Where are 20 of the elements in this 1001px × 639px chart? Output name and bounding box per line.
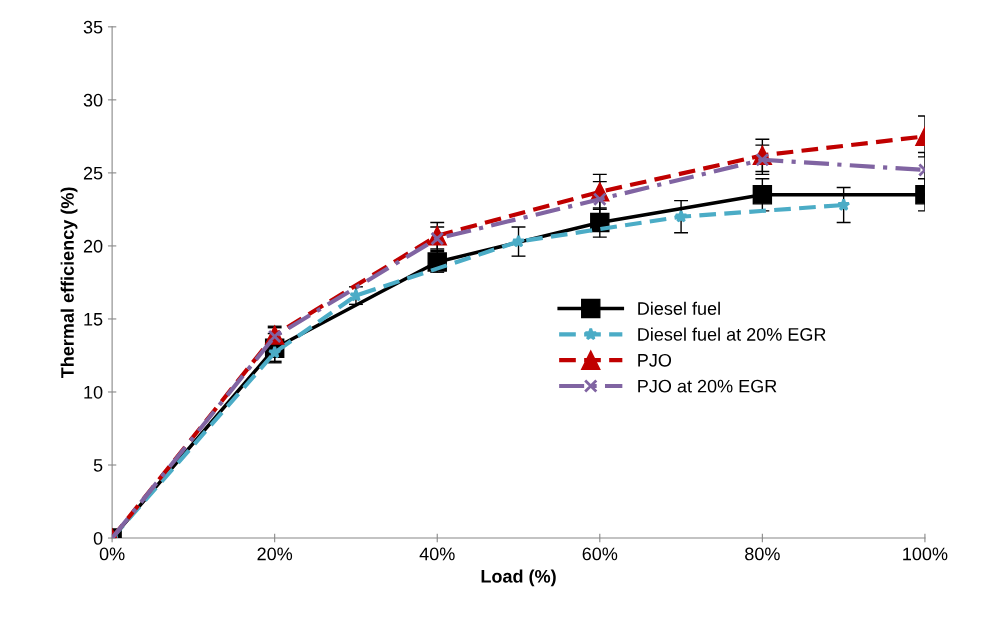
y-tick-label: 10 <box>84 385 103 399</box>
x-tick-label: 100% <box>903 547 948 561</box>
legend-label: PJO at 20% EGR <box>638 379 777 393</box>
y-tick-label: 25 <box>83 166 103 180</box>
y-tick-label: 35 <box>83 20 103 34</box>
x-axis-title: Load (%) <box>481 569 556 587</box>
legend-label: Diesel fuel at 20% EGR <box>638 327 826 341</box>
legend-label: PJO <box>638 353 672 367</box>
y-tick-label: 0 <box>93 531 103 545</box>
y-tick-label: 5 <box>93 459 103 472</box>
y-axis-title: Thermal efficiency (%) <box>60 187 78 379</box>
x-tick-label: 0% <box>99 547 125 561</box>
x-tick-label: 40% <box>419 547 455 561</box>
y-tick-label: 30 <box>83 93 103 107</box>
x-tick-label: 60% <box>582 547 618 561</box>
legend-label: Diesel fuel <box>638 301 720 315</box>
y-tick-label: 15 <box>84 313 103 326</box>
x-tick-label: 80% <box>745 547 780 561</box>
x-tick-label: 20% <box>257 547 293 561</box>
y-tick-label: 20 <box>83 239 103 253</box>
